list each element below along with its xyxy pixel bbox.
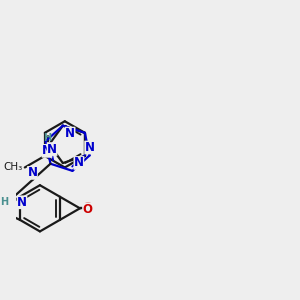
Text: N: N	[17, 196, 27, 209]
Text: O: O	[83, 203, 93, 216]
Text: H: H	[0, 197, 8, 207]
Text: N: N	[65, 127, 75, 140]
Text: N: N	[47, 142, 57, 155]
Text: O: O	[83, 201, 93, 214]
Text: H: H	[43, 133, 51, 143]
Text: N: N	[28, 167, 38, 179]
Text: N: N	[42, 144, 52, 158]
Text: H: H	[28, 167, 37, 177]
Text: N: N	[74, 157, 84, 169]
Text: CH₃: CH₃	[3, 163, 22, 172]
Text: N: N	[85, 141, 94, 154]
